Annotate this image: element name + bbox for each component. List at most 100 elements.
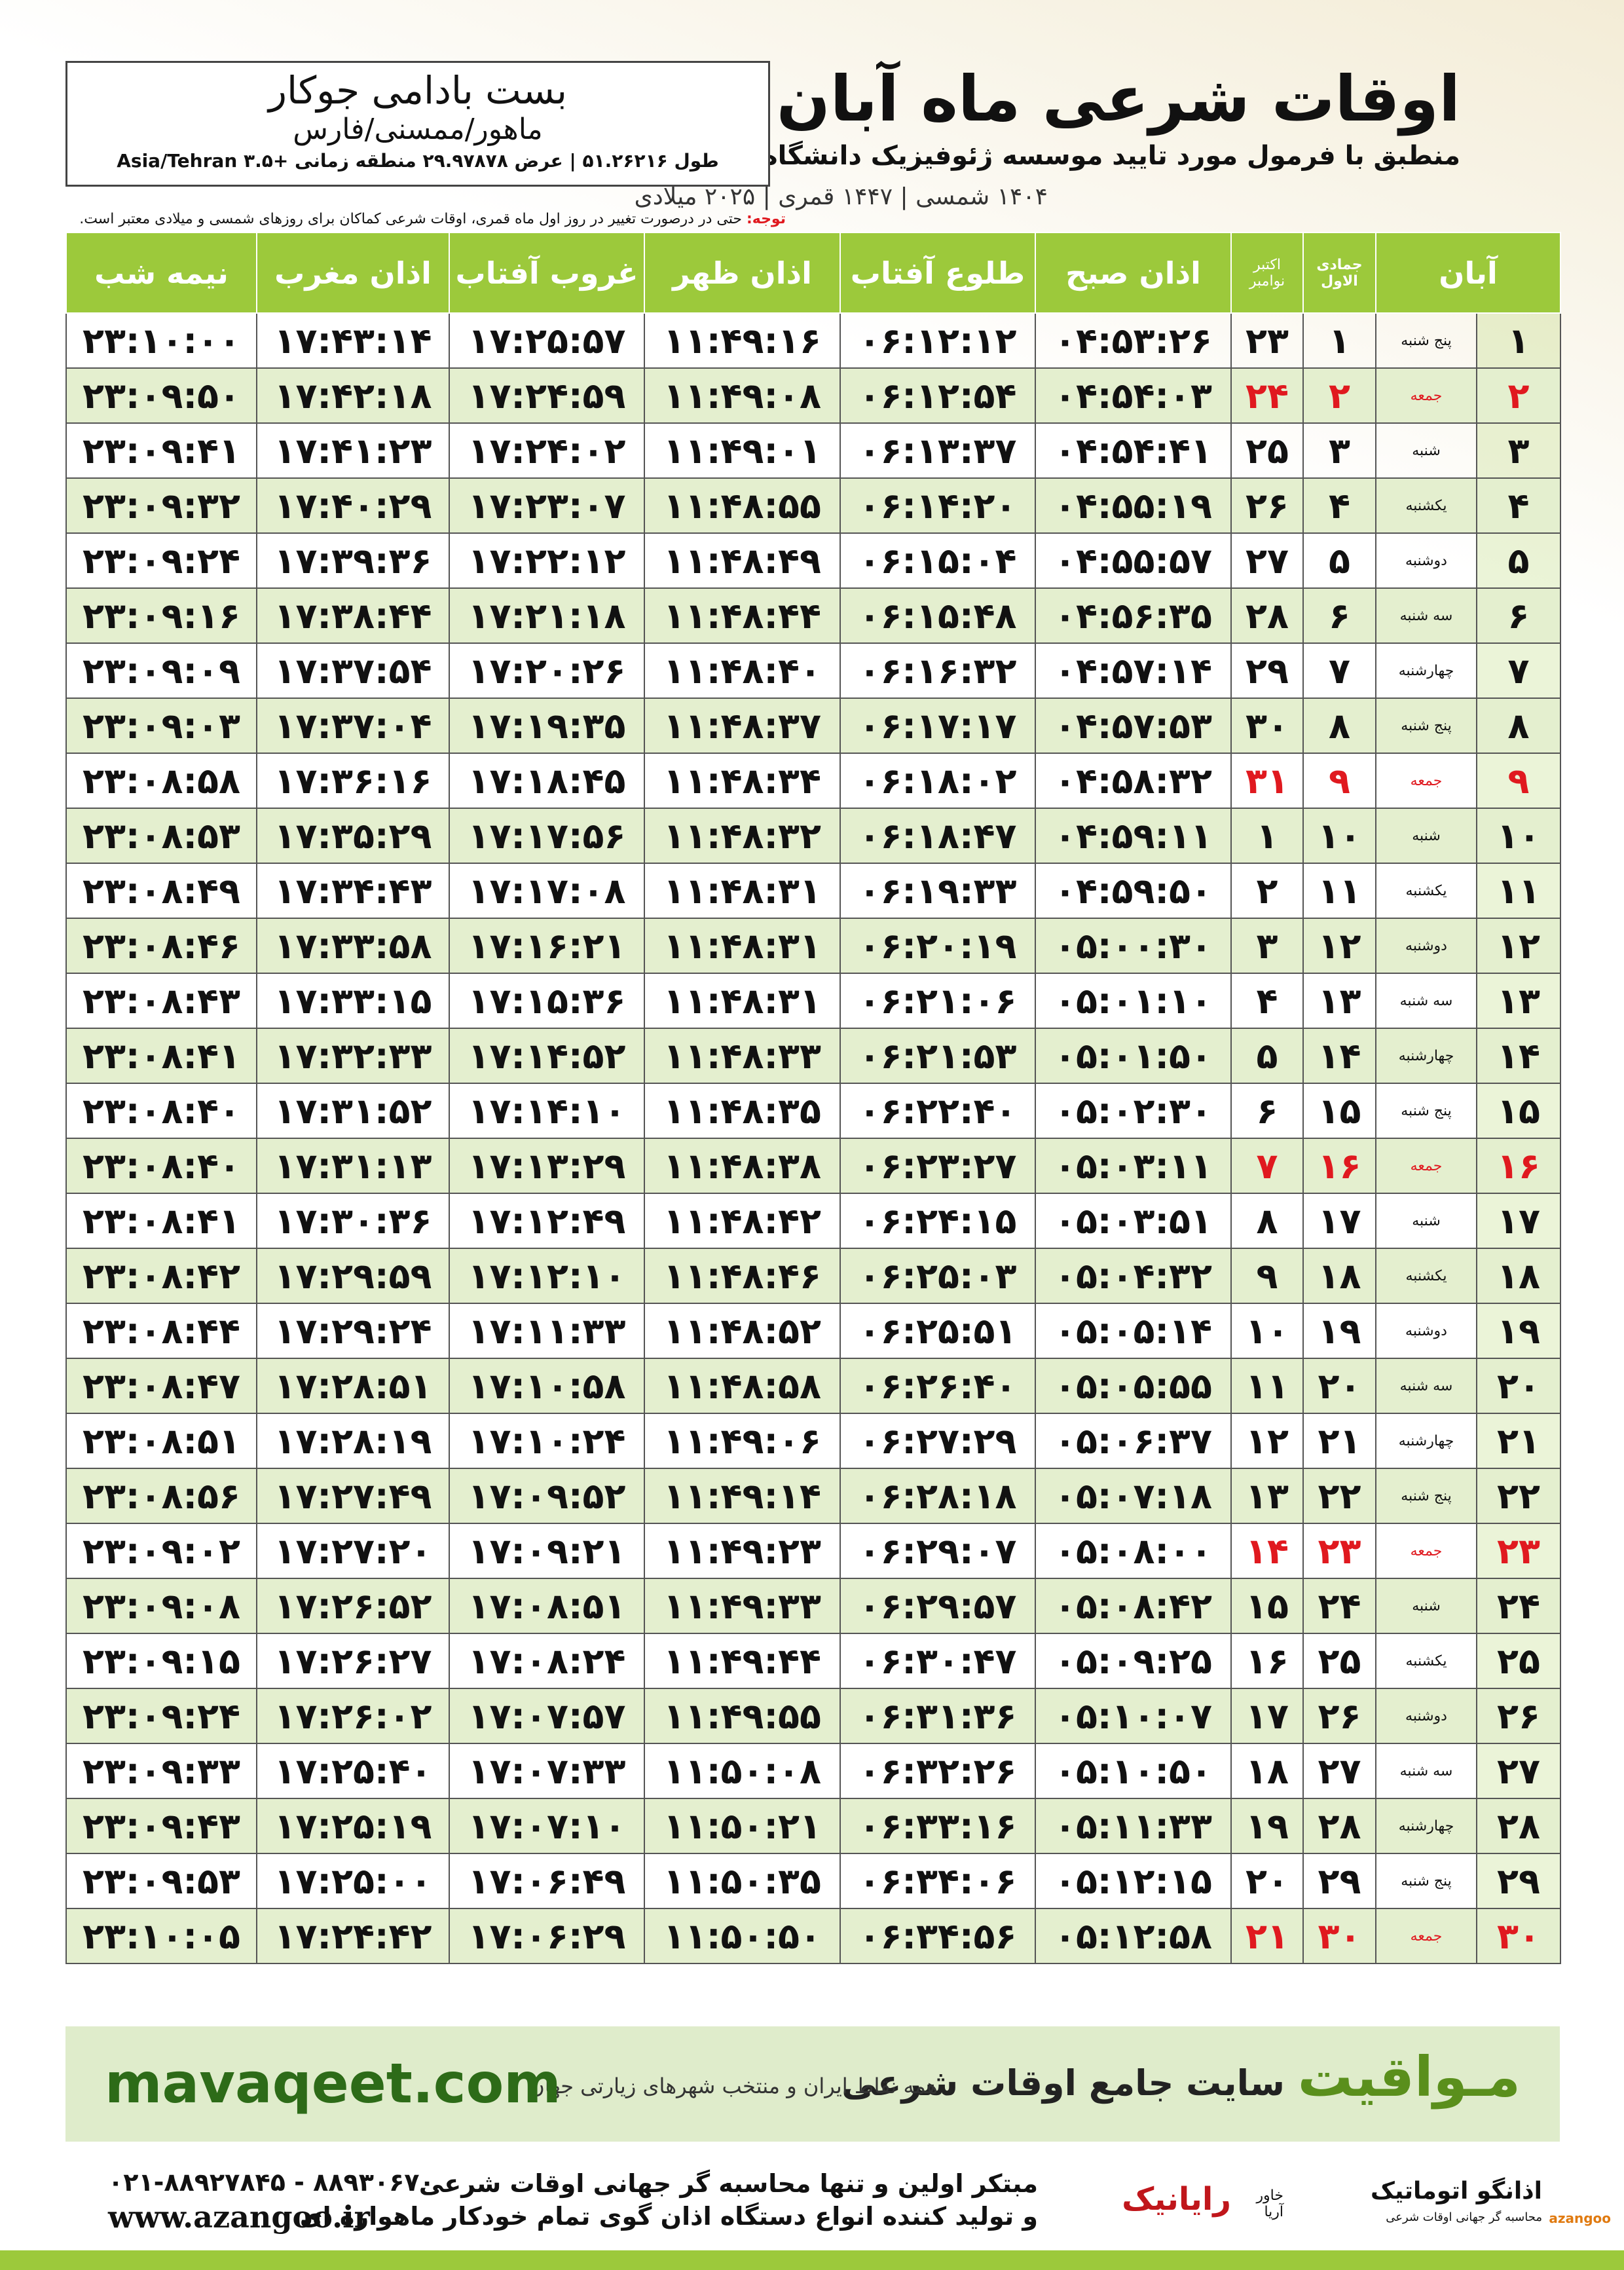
table-cell: ۰۶:۲۸:۱۸: [840, 1468, 1036, 1524]
table-cell: ۰۶:۲۹:۰۷: [840, 1523, 1036, 1579]
table-cell: ۲۴: [1230, 367, 1304, 424]
footer-line2: و تولید کننده انواع دستگاه اذان گوی تمام…: [299, 2202, 1038, 2231]
years: ۱۴۰۴ شمسی | ۱۴۴۷ قمری | ۲۰۲۵ میلادی: [634, 183, 1048, 210]
table-cell: ۳۰: [1230, 698, 1304, 754]
table-row: ۲۳ جمعه ۲۳ ۱۴ ۰۵:۰۸:۰۰ ۰۶:۲۹:۰۷ ۱۱:۴۹:۲۳ ۱۷:۰۹:…: [65, 1523, 1562, 1579]
table-cell: ۱۰: [1476, 808, 1562, 864]
table-cell: ۱۷:۱۴:۵۲: [449, 1028, 645, 1084]
table-row: ۷ چهارشنبه ۷ ۲۹ ۰۴:۵۷:۱۴ ۰۶:۱۶:۳۲ ۱۱:۴۸:۴۰ ۱۷:۲…: [65, 642, 1562, 699]
web[interactable]: www.azangoo.ir: [108, 2199, 370, 2235]
table-cell: ۱۷:۲۶:۲۷: [256, 1633, 450, 1689]
table-cell: ۰۵:۱۱:۳۳: [1035, 1798, 1232, 1854]
table-cell: ۲۰: [1302, 1358, 1376, 1414]
table-cell: ۲۵: [1302, 1633, 1376, 1689]
table-cell: ۲۳:۰۹:۵۳: [65, 1853, 257, 1909]
table-cell: ۱۱:۵۰:۳۵: [644, 1853, 841, 1909]
table-cell: ۱۴: [1230, 1523, 1304, 1579]
table-cell: ۱۸: [1476, 1248, 1562, 1304]
table-cell: ۱۱:۵۰:۰۸: [644, 1743, 841, 1799]
table-cell: ۰۵:۰۱:۵۰: [1035, 1028, 1232, 1084]
logo2: اذانگو اتوماتیک: [1370, 2178, 1542, 2205]
table-cell: ۲۳:۰۹:۳۲: [65, 477, 257, 534]
table-cell: ۱۷:۱۷:۰۸: [449, 863, 645, 919]
table-cell: جمعه: [1375, 1908, 1478, 1964]
table-cell: ۰۶:۲۱:۵۳: [840, 1028, 1036, 1084]
table-cell: ۱۷:۲۵:۴۰: [256, 1743, 450, 1799]
table-cell: ۱۶: [1476, 1138, 1562, 1194]
table-cell: ۲۸: [1302, 1798, 1376, 1854]
times-table: آبان جمادی الاول اکتبر نوامبر اذان صبح طل…: [65, 232, 1562, 1964]
table-cell: ۱۱:۵۰:۲۱: [644, 1798, 841, 1854]
table-cell: ۲۳:۰۸:۴۰: [65, 1083, 257, 1139]
table-cell: ۲۹: [1302, 1853, 1376, 1909]
table-row: ۱۲ دوشنبه ۱۲ ۳ ۰۵:۰۰:۳۰ ۰۶:۲۰:۱۹ ۱۱:۴۸:۳۱ ۱۷:۱۶…: [65, 918, 1562, 974]
table-row: ۲ جمعه ۲ ۲۴ ۰۴:۵۴:۰۳ ۰۶:۱۲:۵۴ ۱۱:۴۹:۰۸ ۱۷:۲۴:۵۹…: [65, 367, 1562, 424]
table-cell: ۱۷:۱۶:۲۱: [449, 918, 645, 974]
table-cell: ۱۷:۳۸:۴۴: [256, 587, 450, 644]
table-cell: ۲۶: [1476, 1688, 1562, 1744]
table-cell: ۰۶:۲۶:۴۰: [840, 1358, 1036, 1414]
table-cell: ۲۳:۰۹:۵۰: [65, 367, 257, 424]
table-cell: ۱۲: [1302, 918, 1376, 974]
table-cell: ۲۳: [1302, 1523, 1376, 1579]
table-cell: ۱۷:۲۸:۱۹: [256, 1413, 450, 1469]
table-cell: ۱۷:۱۴:۱۰: [449, 1083, 645, 1139]
table-cell: ۲۳:۰۸:۵۳: [65, 808, 257, 864]
table-cell: ۲۳:۰۸:۴۹: [65, 863, 257, 919]
table-cell: ۱۷:۱۰:۲۴: [449, 1413, 645, 1469]
table-cell: ۰۵:۰۷:۱۸: [1035, 1468, 1232, 1524]
table-cell: ۰۵:۰۸:۴۲: [1035, 1578, 1232, 1634]
table-cell: ۲۴: [1302, 1578, 1376, 1634]
table-cell: ۱۲: [1230, 1413, 1304, 1469]
table-row: ۲۴ شنبه ۲۴ ۱۵ ۰۵:۰۸:۴۲ ۰۶:۲۹:۵۷ ۱۱:۴۹:۳۳ ۱۷:۰۸:…: [65, 1578, 1562, 1634]
table-cell: ۲۶: [1230, 477, 1304, 534]
table-cell: جمعه: [1375, 367, 1478, 424]
table-cell: ۰۵:۰۴:۳۲: [1035, 1248, 1232, 1304]
table-cell: ۲۳:۰۸:۴۶: [65, 918, 257, 974]
title: اوقات شرعی ماه آبان: [776, 62, 1460, 136]
table-cell: سه شنبه: [1375, 973, 1478, 1029]
table-cell: ۰۴:۵۸:۳۲: [1035, 753, 1232, 809]
table-cell: ۹: [1302, 753, 1376, 809]
table-cell: ۲۳:۰۹:۰۲: [65, 1523, 257, 1579]
table-cell: چهارشنبه: [1375, 1798, 1478, 1854]
table-cell: ۰۵:۰۳:۱۱: [1035, 1138, 1232, 1194]
slogan2: همه نقاط ایران و منتخب شهرهای زیارتی جها…: [529, 2074, 938, 2098]
table-cell: سه شنبه: [1375, 587, 1478, 644]
table-cell: ۱۱:۴۸:۳۲: [644, 808, 841, 864]
footer-line1: مبتکر اولین و تنها محاسبه گر جهانی اوقات…: [418, 2169, 1038, 2198]
table-cell: ۰۵:۰۲:۳۰: [1035, 1083, 1232, 1139]
table-cell: ۲۳:۰۹:۰۹: [65, 642, 257, 699]
table-cell: ۰۵:۱۲:۵۸: [1035, 1908, 1232, 1964]
table-row: ۱۱ یکشنبه ۱۱ ۲ ۰۴:۵۹:۵۰ ۰۶:۱۹:۳۳ ۱۱:۴۸:۳۱ ۱۷:۱۷…: [65, 863, 1562, 919]
table-cell: ۱۱:۴۹:۵۵: [644, 1688, 841, 1744]
table-cell: ۰۵:۰۱:۱۰: [1035, 973, 1232, 1029]
table-cell: ۱۷:۲۰:۲۶: [449, 642, 645, 699]
table-cell: ۱۷:۳۵:۲۹: [256, 808, 450, 864]
table-cell: ۱۷:۲۳:۰۷: [449, 477, 645, 534]
note: توجه: حتی در درصورت تغییر در روز اول ماه…: [65, 211, 786, 227]
table-row: ۴ یکشنبه ۴ ۲۶ ۰۴:۵۵:۱۹ ۰۶:۱۴:۲۰ ۱۱:۴۸:۵۵ ۱۷:۲۳:…: [65, 477, 1562, 534]
table-row: ۱۰ شنبه ۱۰ ۱ ۰۴:۵۹:۱۱ ۰۶:۱۸:۴۷ ۱۱:۴۸:۳۲ ۱۷:۱۷:۵…: [65, 808, 1562, 864]
table-cell: ۲۳:۰۸:۴۲: [65, 1248, 257, 1304]
table-cell: ۲۹: [1476, 1853, 1562, 1909]
table-cell: ۰۵:۰۸:۰۰: [1035, 1523, 1232, 1579]
table-cell: ۱۷:۲۵:۰۰: [256, 1853, 450, 1909]
table-cell: ۱۱:۴۸:۳۱: [644, 863, 841, 919]
table-cell: ۱۳: [1230, 1468, 1304, 1524]
table-cell: ۱۲: [1476, 918, 1562, 974]
table-cell: جمعه: [1375, 1138, 1478, 1194]
table-cell: ۲۱: [1476, 1413, 1562, 1469]
table-cell: ۱۳: [1302, 973, 1376, 1029]
site[interactable]: mavaqeet.com: [105, 2051, 561, 2115]
header-cell: اذان ظهر: [644, 232, 841, 314]
table-cell: ۰۴:۵۷:۱۴: [1035, 642, 1232, 699]
table-cell: ۱۷:۳۲:۳۳: [256, 1028, 450, 1084]
table-cell: ۱۷:۲۵:۵۷: [449, 312, 645, 369]
table-cell: ۰۵:۰۹:۲۵: [1035, 1633, 1232, 1689]
header-cell: اذان مغرب: [256, 232, 450, 314]
table-cell: ۰۵:۱۲:۱۵: [1035, 1853, 1232, 1909]
table-cell: ۱۷: [1476, 1193, 1562, 1249]
table-cell: ۱۱:۴۸:۳۷: [644, 698, 841, 754]
